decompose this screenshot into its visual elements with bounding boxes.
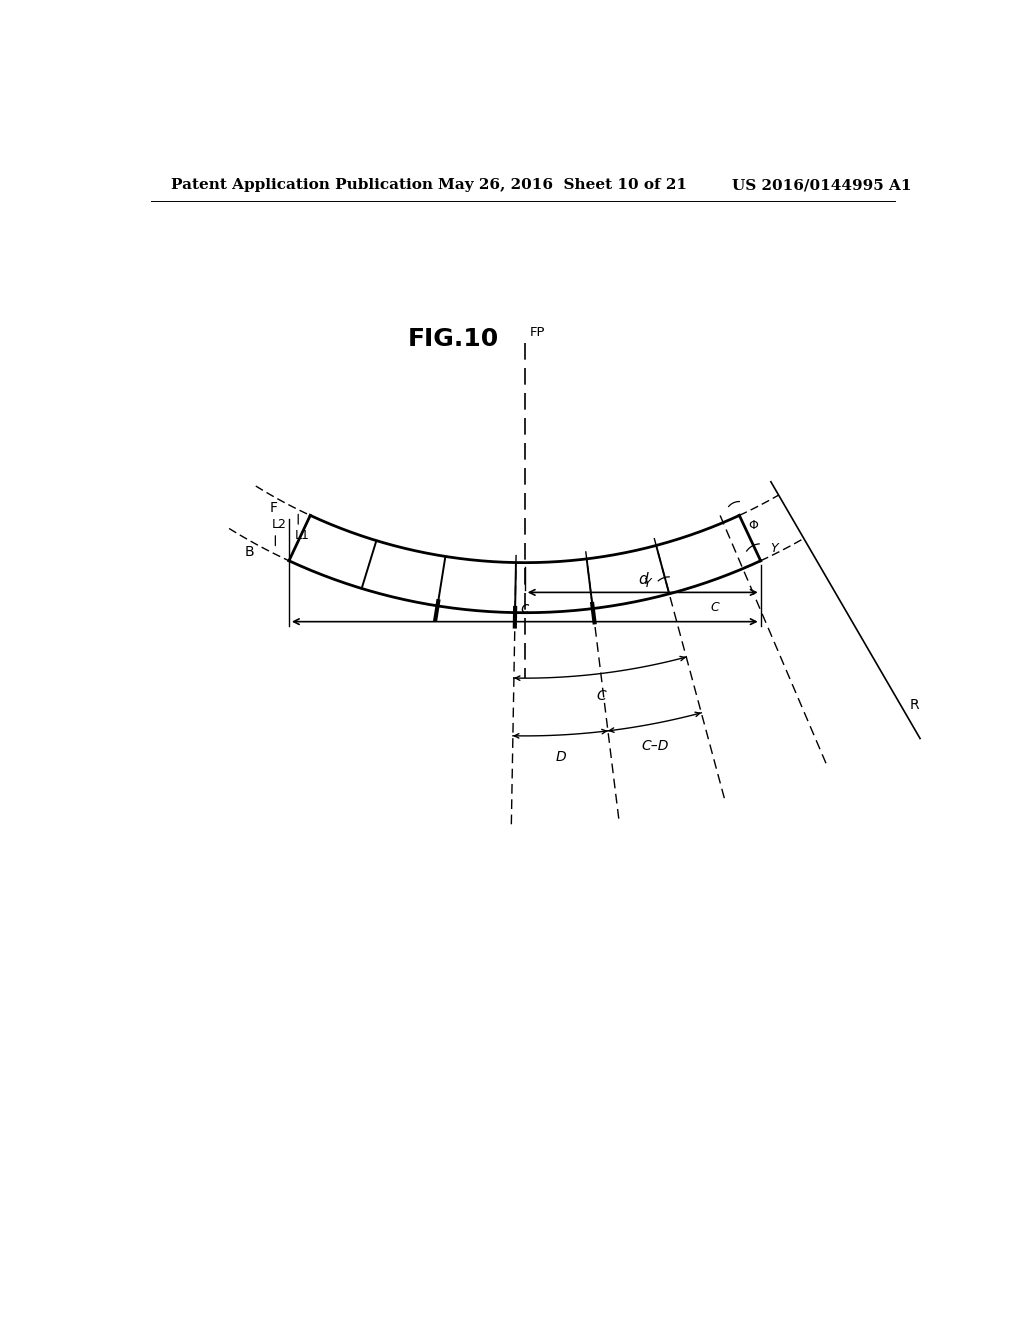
Text: D: D (555, 750, 566, 764)
Text: B: B (245, 545, 254, 560)
Text: May 26, 2016  Sheet 10 of 21: May 26, 2016 Sheet 10 of 21 (438, 178, 687, 193)
Text: FIG.10: FIG.10 (408, 327, 499, 351)
Text: US 2016/0144995 A1: US 2016/0144995 A1 (732, 178, 912, 193)
Text: Y: Y (770, 541, 777, 554)
Text: R: R (910, 698, 920, 711)
Text: c: c (520, 602, 529, 616)
Text: C: C (596, 689, 606, 704)
Text: L1: L1 (294, 529, 309, 543)
Text: Patent Application Publication: Patent Application Publication (171, 178, 432, 193)
Text: Φ: Φ (749, 519, 759, 532)
Text: L2: L2 (271, 517, 287, 531)
Text: C: C (711, 602, 720, 615)
Text: F: F (269, 500, 278, 515)
Text: d: d (638, 572, 647, 587)
Text: FP: FP (529, 326, 545, 339)
Text: Y: Y (644, 577, 651, 590)
Text: C–D: C–D (641, 739, 669, 752)
